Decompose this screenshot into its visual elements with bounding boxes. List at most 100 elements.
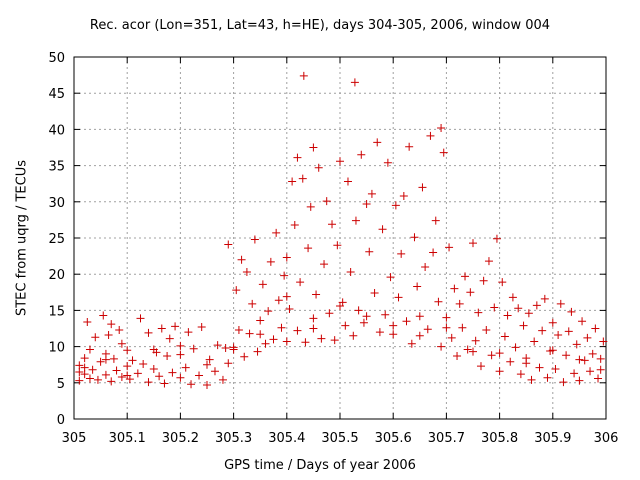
data-point [399,192,408,201]
data-point [373,138,382,147]
data-point [176,350,185,359]
data-point [453,352,462,361]
data-point [594,374,603,383]
data-point [272,228,281,237]
data-point [203,380,211,389]
data-point [532,301,541,310]
data-point [139,359,148,368]
data-point [274,296,283,305]
data-point [322,197,331,206]
data-point [538,326,547,335]
data-point [197,323,206,332]
data-point [168,368,177,377]
data-point [386,273,395,282]
data-point [237,255,246,264]
data-point [519,321,528,330]
data-point [391,201,400,210]
data-point [471,336,480,345]
data-point [320,260,329,269]
data-point [306,202,315,211]
data-point [224,359,233,368]
data-point [506,357,515,366]
data-point [423,325,432,334]
data-point [157,324,166,333]
data-point [107,377,116,386]
data-point [282,337,291,346]
data-point [282,292,291,301]
data-point [93,375,102,384]
data-point [296,278,305,287]
x-tick-label: 305.9 [534,431,571,446]
data-point [415,331,424,340]
data-point [328,220,337,229]
data-point [101,355,110,364]
data-point [487,351,496,360]
data-point [588,349,597,358]
y-tick-label: 10 [48,341,65,356]
data-point [434,297,443,306]
x-tick-label: 305.2 [162,431,199,446]
data-point [224,240,233,249]
data-point [378,225,387,234]
data-point [469,239,477,248]
data-point [484,257,493,266]
data-point [543,373,552,382]
data-point [144,328,153,337]
data-point [492,234,501,243]
data-point [586,367,595,376]
data-point [527,375,536,384]
data-point [343,177,352,186]
data-point [163,352,172,361]
data-point [269,335,278,344]
data-point [466,288,475,297]
data-point [123,362,132,371]
data-point [495,367,504,376]
data-point [551,365,560,374]
data-point [210,367,219,376]
data-point [479,276,488,285]
data-point [450,284,459,293]
data-point [123,371,132,380]
data-point [176,373,185,382]
data-point [336,302,344,311]
data-point [469,347,477,356]
data-point [429,248,438,257]
data-point [572,340,581,349]
data-point [293,326,302,335]
data-point [413,282,422,291]
data-point [524,309,533,318]
data-point [253,347,262,356]
data-point [288,177,297,186]
data-point [336,157,344,166]
data-point [75,361,84,370]
data-point [277,323,286,332]
data-point [508,293,517,302]
data-point [104,331,113,340]
data-point [80,354,89,363]
data-point [418,183,427,192]
data-point [394,293,403,302]
data-point [155,372,164,381]
data-point [445,243,454,252]
data-point [354,306,363,315]
data-point [495,349,504,358]
data-point [221,344,230,353]
y-tick-label: 25 [48,232,65,247]
data-point [85,345,94,354]
data-point [407,339,416,348]
data-point [410,233,419,242]
data-point [514,304,523,313]
data-point [351,216,360,225]
data-point [264,307,273,316]
y-tick-label: 5 [57,377,65,392]
data-point [575,376,584,385]
data-point [290,220,299,229]
data-point [535,363,544,372]
data-point [258,280,267,289]
data-point [442,323,451,332]
data-point [474,308,483,317]
data-point [75,376,84,385]
data-point [171,322,180,331]
data-point [437,342,446,351]
data-point [370,289,379,298]
